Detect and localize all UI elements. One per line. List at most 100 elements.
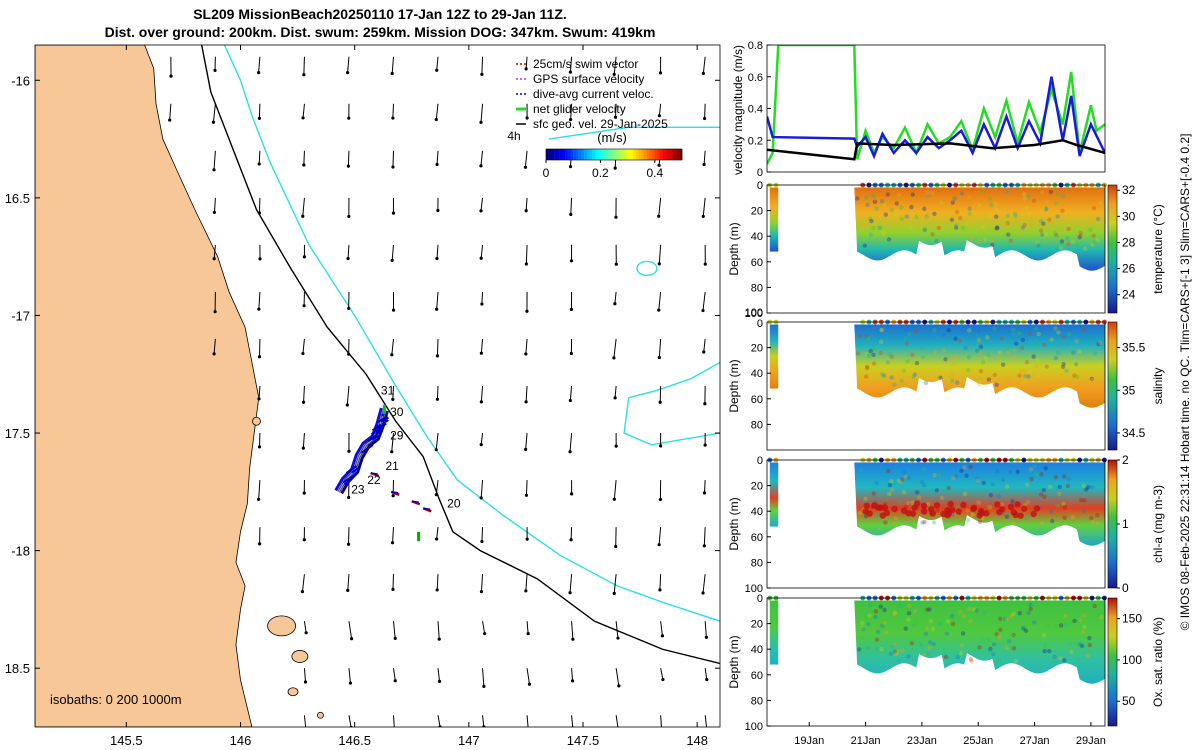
section-texture (1058, 656, 1063, 661)
legend-label: sfc geo. vel. 29-Jan-2025 (533, 117, 668, 131)
geo-vector-head (391, 116, 395, 120)
section-texture (1028, 602, 1033, 608)
colorbar-cell (586, 149, 590, 160)
map-xtick-label: 147.5 (567, 733, 600, 748)
geo-vector-head (479, 164, 483, 168)
section-texture (989, 239, 995, 245)
section-ytick-label: 40 (751, 368, 763, 380)
section-texture (1070, 239, 1076, 244)
section-texture (930, 626, 936, 631)
section-texture (994, 382, 999, 388)
section-texture (871, 193, 876, 199)
section-texture (946, 485, 951, 491)
section-texture (1087, 635, 1092, 641)
section-ytick-label: 20 (751, 206, 763, 218)
section-texture (1062, 515, 1067, 520)
section-texture (1064, 368, 1069, 374)
section-texture (945, 619, 951, 624)
section-texture (988, 492, 994, 498)
section-texture (965, 517, 971, 523)
section-texture (949, 378, 955, 383)
section-texture (1047, 648, 1052, 654)
section-texture (976, 500, 982, 505)
section-texture (983, 237, 988, 242)
geo-vector (392, 621, 396, 639)
section-texture (1004, 645, 1010, 651)
section-texture (894, 201, 899, 206)
section-data-early (769, 187, 779, 252)
geo-vector (347, 244, 350, 259)
geo-vector-head (612, 72, 616, 77)
section-texture (892, 481, 898, 486)
geo-vector-head (660, 634, 665, 638)
isobaths-label: isobaths: 0 200 1000m (50, 692, 182, 707)
section-texture (1081, 483, 1086, 488)
section-texture (1005, 511, 1010, 517)
colorbar-cell (654, 149, 658, 160)
dive-avg-vector (371, 425, 380, 432)
section-texture (1067, 641, 1073, 647)
geo-vector-head (569, 538, 573, 542)
colorbar-frame (545, 148, 683, 161)
map-ytick-label: -18 (11, 544, 30, 559)
geo-vector-head (435, 354, 440, 358)
velocity-series-2 (767, 138, 1105, 161)
legend-note: 4h (507, 129, 520, 143)
colorbar-cell (614, 149, 617, 160)
section-texture (1038, 492, 1044, 497)
section-texture (1066, 226, 1071, 232)
geo-vector (480, 244, 484, 259)
section-texture (909, 204, 914, 210)
geo-vector-head (524, 589, 528, 593)
geo-vector-head (391, 397, 395, 401)
chl-max (983, 510, 990, 517)
section-chl-a: 0 20 40 60 80 100 Depth (m) 0 1 2 chl-a (mg m-3) (727, 453, 1165, 595)
section-texture (979, 363, 985, 368)
geo-vector-head (257, 497, 261, 501)
section-cbar-tick-label: 50 (1122, 694, 1136, 708)
section-texture (979, 189, 984, 195)
section-texture (866, 353, 872, 359)
section-texture (941, 332, 946, 338)
section-texture (1022, 380, 1027, 385)
section-texture (1077, 362, 1082, 367)
section-texture (1077, 642, 1083, 647)
section-texture (1061, 361, 1066, 367)
section-ytick-label: 80 (751, 419, 763, 431)
section-texture (922, 652, 927, 658)
section-texture (900, 648, 905, 653)
section-texture (1069, 620, 1074, 626)
dive-avg-vector (360, 448, 368, 454)
colorbar-label: (m/s) (597, 130, 627, 145)
geo-vector (391, 432, 394, 452)
island (267, 615, 297, 637)
section-texture (884, 629, 889, 635)
geo-vector-head (479, 590, 484, 594)
section-texture (1042, 494, 1047, 500)
geo-vector-head (614, 544, 618, 549)
section-texture (1047, 484, 1053, 489)
section-texture (1041, 206, 1046, 212)
geo-vector (301, 574, 305, 592)
section-texture (1061, 364, 1066, 369)
section-texture (1020, 225, 1025, 230)
section-texture (865, 366, 870, 371)
geo-vector (169, 103, 172, 121)
section-texture (925, 212, 930, 217)
section-texture (1092, 240, 1097, 245)
geo-vector-head (524, 447, 528, 451)
geo-vector-head (702, 162, 706, 167)
section-texture (1040, 521, 1045, 526)
chl-max (976, 512, 983, 519)
geo-vector (303, 56, 305, 75)
section-texture (1003, 222, 1009, 227)
geo-vector-head (479, 496, 483, 500)
section-texture (951, 476, 956, 481)
day-label: 29 (390, 428, 404, 442)
geo-vector-head (391, 165, 395, 169)
section-texture (976, 382, 982, 387)
colorbar-cell (624, 149, 628, 160)
section-texture (871, 225, 876, 231)
section-texture (994, 631, 999, 637)
section-texture (1098, 201, 1103, 206)
